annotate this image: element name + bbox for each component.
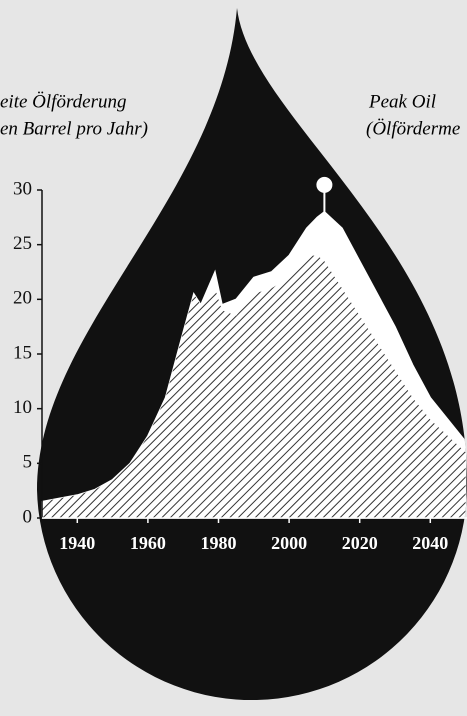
title: eite Ölförderung bbox=[0, 91, 126, 112]
y-tick-label: 10 bbox=[13, 397, 32, 418]
x-tick-label: 2000 bbox=[271, 533, 307, 553]
y-tick-label: 20 bbox=[13, 288, 32, 309]
x-tick-label: 2020 bbox=[342, 533, 378, 553]
y-tick-label: 5 bbox=[23, 452, 33, 473]
y-tick-label: 15 bbox=[13, 342, 32, 363]
annotation-title: Peak Oil bbox=[368, 91, 436, 112]
page: eite Ölförderung en Barrel pro Jahr) Pea… bbox=[0, 0, 467, 716]
x-tick-label: 1940 bbox=[59, 533, 95, 553]
peak-marker bbox=[316, 177, 332, 193]
y-tick-label: 0 bbox=[23, 506, 33, 527]
chart: eite Ölförderung en Barrel pro Jahr) Pea… bbox=[0, 0, 467, 716]
annotation-subtitle: (Ölförderme bbox=[366, 118, 460, 139]
x-tick-label: 1960 bbox=[130, 533, 166, 553]
x-tick-label: 1980 bbox=[201, 533, 237, 553]
y-tick-label: 25 bbox=[13, 233, 32, 254]
x-tick-label: 2040 bbox=[412, 533, 448, 553]
y-tick-label: 30 bbox=[13, 178, 32, 199]
subtitle: en Barrel pro Jahr) bbox=[0, 118, 148, 139]
